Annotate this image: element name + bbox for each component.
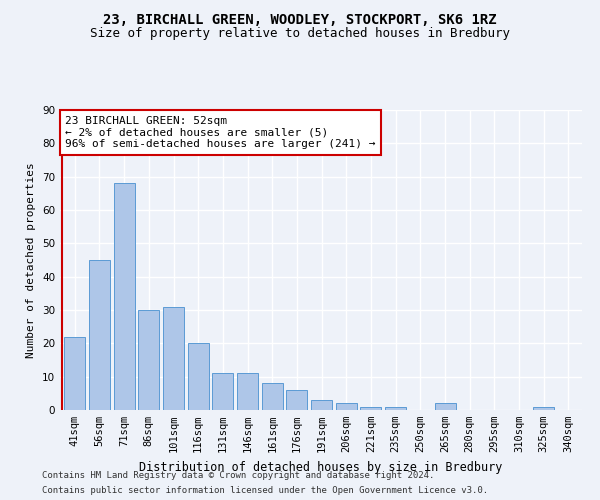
Bar: [262, 384, 283, 410]
Y-axis label: Number of detached properties: Number of detached properties: [26, 162, 37, 358]
Bar: [361, 406, 382, 410]
Text: Contains public sector information licensed under the Open Government Licence v3: Contains public sector information licen…: [42, 486, 488, 495]
Bar: [212, 374, 233, 410]
Bar: [188, 344, 209, 410]
Bar: [237, 374, 258, 410]
Bar: [336, 404, 357, 410]
Bar: [385, 406, 406, 410]
Text: Size of property relative to detached houses in Bredbury: Size of property relative to detached ho…: [90, 28, 510, 40]
Text: 23 BIRCHALL GREEN: 52sqm
← 2% of detached houses are smaller (5)
96% of semi-det: 23 BIRCHALL GREEN: 52sqm ← 2% of detache…: [65, 116, 376, 149]
Bar: [311, 400, 332, 410]
Text: 23, BIRCHALL GREEN, WOODLEY, STOCKPORT, SK6 1RZ: 23, BIRCHALL GREEN, WOODLEY, STOCKPORT, …: [103, 12, 497, 26]
Bar: [89, 260, 110, 410]
Bar: [113, 184, 134, 410]
Text: Contains HM Land Registry data © Crown copyright and database right 2024.: Contains HM Land Registry data © Crown c…: [42, 471, 434, 480]
X-axis label: Distribution of detached houses by size in Bredbury: Distribution of detached houses by size …: [139, 460, 503, 473]
Bar: [533, 406, 554, 410]
Bar: [163, 306, 184, 410]
Bar: [139, 310, 160, 410]
Bar: [434, 404, 455, 410]
Bar: [64, 336, 85, 410]
Bar: [286, 390, 307, 410]
